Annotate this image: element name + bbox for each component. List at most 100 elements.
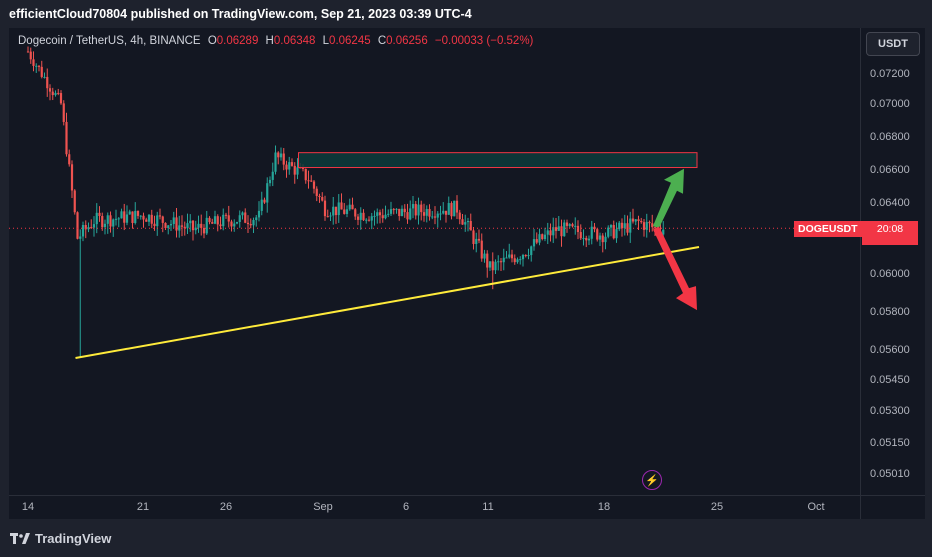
- candle-body: [524, 254, 527, 256]
- candle-body: [527, 255, 530, 257]
- candle-body: [521, 254, 525, 260]
- legend-open: 0.06289: [216, 35, 259, 47]
- candle-body: [486, 253, 489, 268]
- candle-body: [271, 171, 274, 180]
- candle-body: [466, 221, 470, 223]
- footer: TradingView: [0, 519, 932, 557]
- candle-body: [40, 66, 43, 77]
- candle-body: [128, 211, 131, 215]
- candle-body: [403, 208, 406, 213]
- candle-body: [508, 254, 511, 258]
- candle-body: [76, 212, 79, 239]
- candle-body: [158, 215, 162, 217]
- lightning-icon[interactable]: ⚡: [642, 470, 662, 490]
- candle-body: [106, 215, 109, 224]
- tradingview-logo[interactable]: TradingView: [10, 531, 111, 546]
- candle-body: [411, 204, 415, 209]
- price-tick-label: 0.06000: [870, 268, 910, 280]
- currency-button[interactable]: USDT: [866, 32, 920, 56]
- candle-body: [29, 51, 32, 60]
- candle-body: [483, 253, 486, 259]
- candle-body: [285, 164, 288, 170]
- candle-body: [164, 222, 167, 229]
- candle-body: [450, 203, 453, 217]
- candle-body: [389, 209, 393, 214]
- candle-body: [348, 204, 351, 210]
- candle-body: [90, 227, 93, 229]
- candle-body: [95, 212, 98, 225]
- candle-body: [543, 234, 547, 240]
- candle-body: [439, 213, 442, 215]
- candle-body: [601, 235, 604, 243]
- candle-body: [37, 65, 41, 67]
- candle-body: [332, 206, 335, 216]
- candle-body: [491, 261, 494, 271]
- candle-body: [568, 224, 571, 226]
- candle-body: [598, 235, 602, 240]
- candle-body: [552, 227, 555, 236]
- candle-body: [175, 217, 178, 231]
- candle-body: [73, 190, 76, 213]
- time-axis[interactable]: [9, 495, 860, 520]
- candle-body: [213, 216, 217, 224]
- candle-body: [125, 214, 129, 223]
- candle-body: [392, 209, 395, 211]
- time-tick-label: 14: [21, 501, 35, 513]
- candle-body: [296, 167, 299, 175]
- candle-body: [263, 199, 266, 203]
- legend-close-label: C: [377, 35, 387, 47]
- candle-body: [648, 221, 651, 224]
- candle-body: [565, 222, 569, 226]
- candle-body: [609, 225, 613, 228]
- candle-body: [444, 210, 448, 215]
- candle-body: [290, 162, 294, 166]
- candle-body: [260, 199, 263, 211]
- candle-body: [618, 222, 621, 230]
- candle-body: [274, 152, 277, 172]
- candle-body: [414, 204, 417, 216]
- price-tick-label: 0.05800: [870, 306, 910, 318]
- candle-body: [557, 226, 560, 231]
- time-tick-label: 26: [219, 501, 233, 513]
- candle-body: [230, 221, 233, 227]
- candle-body: [604, 236, 607, 243]
- candle-body: [642, 222, 646, 230]
- candle-body: [502, 257, 505, 263]
- candle-body: [123, 211, 126, 223]
- candle-body: [538, 234, 541, 243]
- candle-body: [329, 215, 332, 217]
- candle-body: [378, 212, 382, 216]
- candle-body: [499, 261, 503, 263]
- candle-body: [46, 76, 49, 89]
- candle-body: [464, 222, 467, 225]
- candle-body: [513, 258, 516, 263]
- candle-body: [32, 59, 35, 66]
- candle-body: [101, 216, 104, 228]
- candle-body: [640, 220, 643, 223]
- candle-body: [312, 181, 316, 189]
- candle-body: [560, 226, 563, 237]
- candle-body: [494, 261, 497, 271]
- candle-body: [653, 227, 657, 229]
- candle-body: [307, 180, 310, 182]
- chart-plot-area[interactable]: [9, 28, 860, 495]
- candle-body: [252, 220, 255, 226]
- candle-body: [607, 227, 610, 237]
- price-axis[interactable]: [860, 28, 925, 495]
- candle-body: [488, 261, 492, 268]
- candle-body: [35, 65, 38, 67]
- publisher-bar: efficientCloud70804 published on Trading…: [0, 0, 932, 28]
- price-tick-label: 0.07000: [870, 98, 910, 110]
- candle-body: [637, 219, 640, 221]
- candle-body: [420, 204, 423, 213]
- candle-body: [629, 218, 632, 233]
- axis-corner: [860, 495, 925, 520]
- candle-body: [84, 224, 87, 230]
- candle-body: [150, 214, 153, 224]
- candle-body: [62, 103, 65, 122]
- candle-body: [54, 92, 57, 96]
- candle-body: [227, 215, 230, 222]
- candle-body: [59, 93, 63, 104]
- candle-body: [571, 224, 574, 227]
- candle-body: [409, 208, 412, 220]
